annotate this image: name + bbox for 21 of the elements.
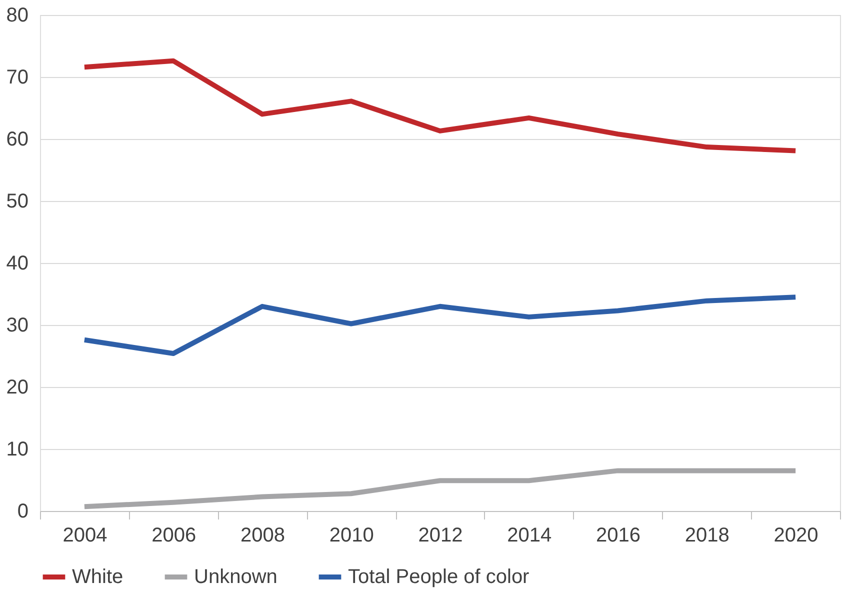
x-tick-label: 2010	[329, 524, 374, 546]
x-tick-label: 2016	[596, 524, 641, 546]
x-tick-label: 2014	[507, 524, 552, 546]
x-tick-label: 2004	[62, 524, 108, 546]
y-tick-label: 60	[6, 128, 28, 150]
legend-label: Total People of color	[348, 566, 530, 588]
y-tick-label: 70	[6, 66, 28, 88]
y-tick-label: 20	[6, 376, 28, 398]
y-tick-label: 50	[6, 190, 28, 212]
x-tick-label: 2006	[152, 524, 196, 546]
x-tick-label: 2020	[774, 524, 818, 546]
x-tick-label: 2018	[684, 524, 730, 546]
y-tick-label: 40	[6, 252, 28, 274]
legend-label: Unknown	[194, 566, 278, 588]
legend-label: White	[72, 566, 124, 588]
y-tick-label: 80	[6, 4, 28, 26]
y-tick-label: 30	[6, 314, 28, 336]
y-tick-label: 0	[17, 500, 28, 522]
x-tick-label: 2008	[240, 524, 285, 546]
x-tick-label: 2012	[418, 524, 463, 546]
y-tick-label: 10	[6, 438, 28, 460]
